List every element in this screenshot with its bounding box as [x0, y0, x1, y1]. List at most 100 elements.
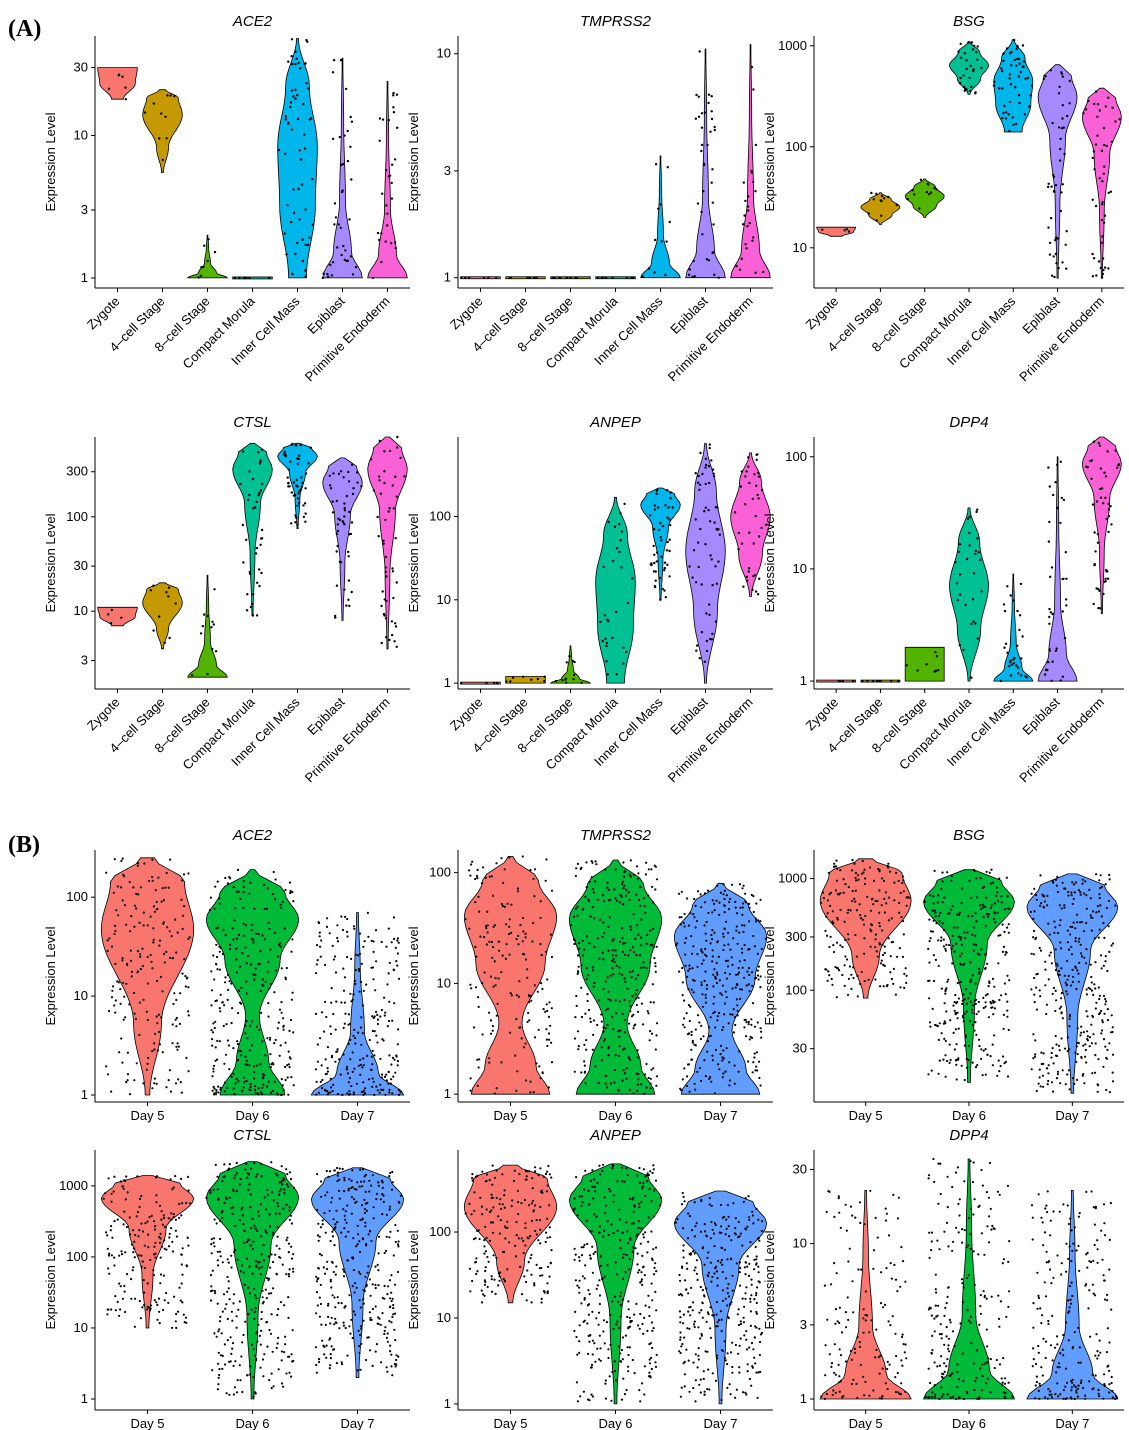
- data-point: [173, 1295, 176, 1298]
- data-point: [366, 1271, 369, 1274]
- data-point: [696, 202, 700, 205]
- data-point: [260, 1011, 263, 1015]
- data-point: [292, 481, 296, 484]
- data-point: [703, 979, 706, 983]
- data-point: [621, 880, 624, 883]
- data-point: [625, 1077, 628, 1080]
- data-point: [1106, 1008, 1109, 1011]
- data-point: [644, 911, 647, 915]
- data-point: [218, 945, 221, 948]
- data-point: [693, 897, 696, 901]
- data-point: [140, 1222, 143, 1225]
- data-point: [334, 616, 337, 619]
- data-point: [255, 1264, 258, 1267]
- data-point: [292, 1186, 296, 1189]
- data-point: [360, 1204, 364, 1207]
- data-point: [464, 1212, 467, 1215]
- data-point: [230, 982, 233, 985]
- data-point: [876, 955, 880, 958]
- data-point: [390, 1300, 393, 1303]
- data-point: [255, 1297, 258, 1300]
- data-point: [161, 158, 164, 162]
- data-point: [1109, 505, 1112, 508]
- data-point: [1020, 657, 1023, 660]
- data-point: [1044, 75, 1047, 78]
- data-point: [572, 678, 575, 681]
- data-point: [696, 953, 699, 956]
- data-point: [998, 998, 1001, 1002]
- data-point: [287, 121, 290, 125]
- data-point: [364, 1202, 367, 1205]
- data-point: [573, 1329, 576, 1333]
- data-point: [1053, 190, 1056, 193]
- data-point: [753, 977, 757, 980]
- data-point: [213, 1332, 216, 1335]
- data-point: [254, 967, 257, 970]
- data-point: [185, 1201, 188, 1204]
- data-point: [1093, 531, 1096, 534]
- data-point: [708, 1026, 711, 1029]
- data-point: [140, 1265, 143, 1268]
- data-point: [334, 955, 337, 958]
- data-point: [224, 1053, 228, 1056]
- data-point: [374, 1350, 377, 1353]
- data-point: [364, 1275, 367, 1278]
- data-point: [708, 1035, 711, 1038]
- data-point: [339, 1073, 342, 1076]
- data-point: [290, 128, 294, 131]
- data-point: [1104, 1003, 1107, 1006]
- data-point: [172, 1002, 175, 1006]
- data-point: [176, 931, 179, 934]
- data-point: [948, 1061, 951, 1064]
- data-point: [120, 616, 123, 619]
- data-point: [271, 893, 274, 896]
- data-point: [393, 158, 397, 161]
- data-point: [747, 1020, 750, 1024]
- data-point: [225, 1303, 228, 1306]
- data-point: [546, 1009, 549, 1013]
- data-point: [1110, 944, 1113, 947]
- data-point: [623, 998, 626, 1002]
- data-point: [315, 1371, 318, 1374]
- data-point: [394, 1312, 397, 1315]
- data-point: [336, 246, 339, 249]
- data-point: [353, 1028, 356, 1031]
- data-point: [629, 859, 632, 862]
- data-point: [1102, 1065, 1105, 1068]
- data-point: [393, 1002, 396, 1005]
- data-point: [668, 538, 671, 541]
- data-point: [940, 936, 943, 939]
- data-point: [700, 962, 704, 965]
- data-point: [259, 950, 262, 953]
- data-point: [894, 993, 898, 996]
- data-point: [169, 956, 172, 960]
- data-point: [211, 1038, 214, 1041]
- data-point: [696, 965, 699, 968]
- data-point: [683, 941, 687, 944]
- data-point: [483, 971, 486, 974]
- data-point: [1081, 882, 1084, 885]
- data-point: [611, 1163, 615, 1166]
- data-point: [828, 893, 831, 896]
- data-point: [215, 963, 218, 966]
- data-point: [514, 1054, 517, 1057]
- data-point: [276, 1342, 279, 1345]
- data-point: [1097, 260, 1101, 263]
- data-point: [629, 875, 632, 878]
- data-point: [959, 980, 962, 984]
- data-point: [655, 1034, 658, 1037]
- data-point: [1058, 159, 1062, 162]
- data-point: [706, 143, 709, 147]
- data-point: [142, 1278, 145, 1282]
- data-point: [124, 1198, 127, 1201]
- data-point: [485, 943, 488, 946]
- data-point: [623, 884, 626, 887]
- data-point: [341, 162, 345, 166]
- data-point: [235, 890, 238, 893]
- data-point: [141, 947, 144, 950]
- data-point: [111, 989, 114, 992]
- data-point: [678, 916, 681, 919]
- data-point: [585, 935, 588, 938]
- data-point: [628, 1000, 631, 1003]
- data-point: [615, 673, 618, 676]
